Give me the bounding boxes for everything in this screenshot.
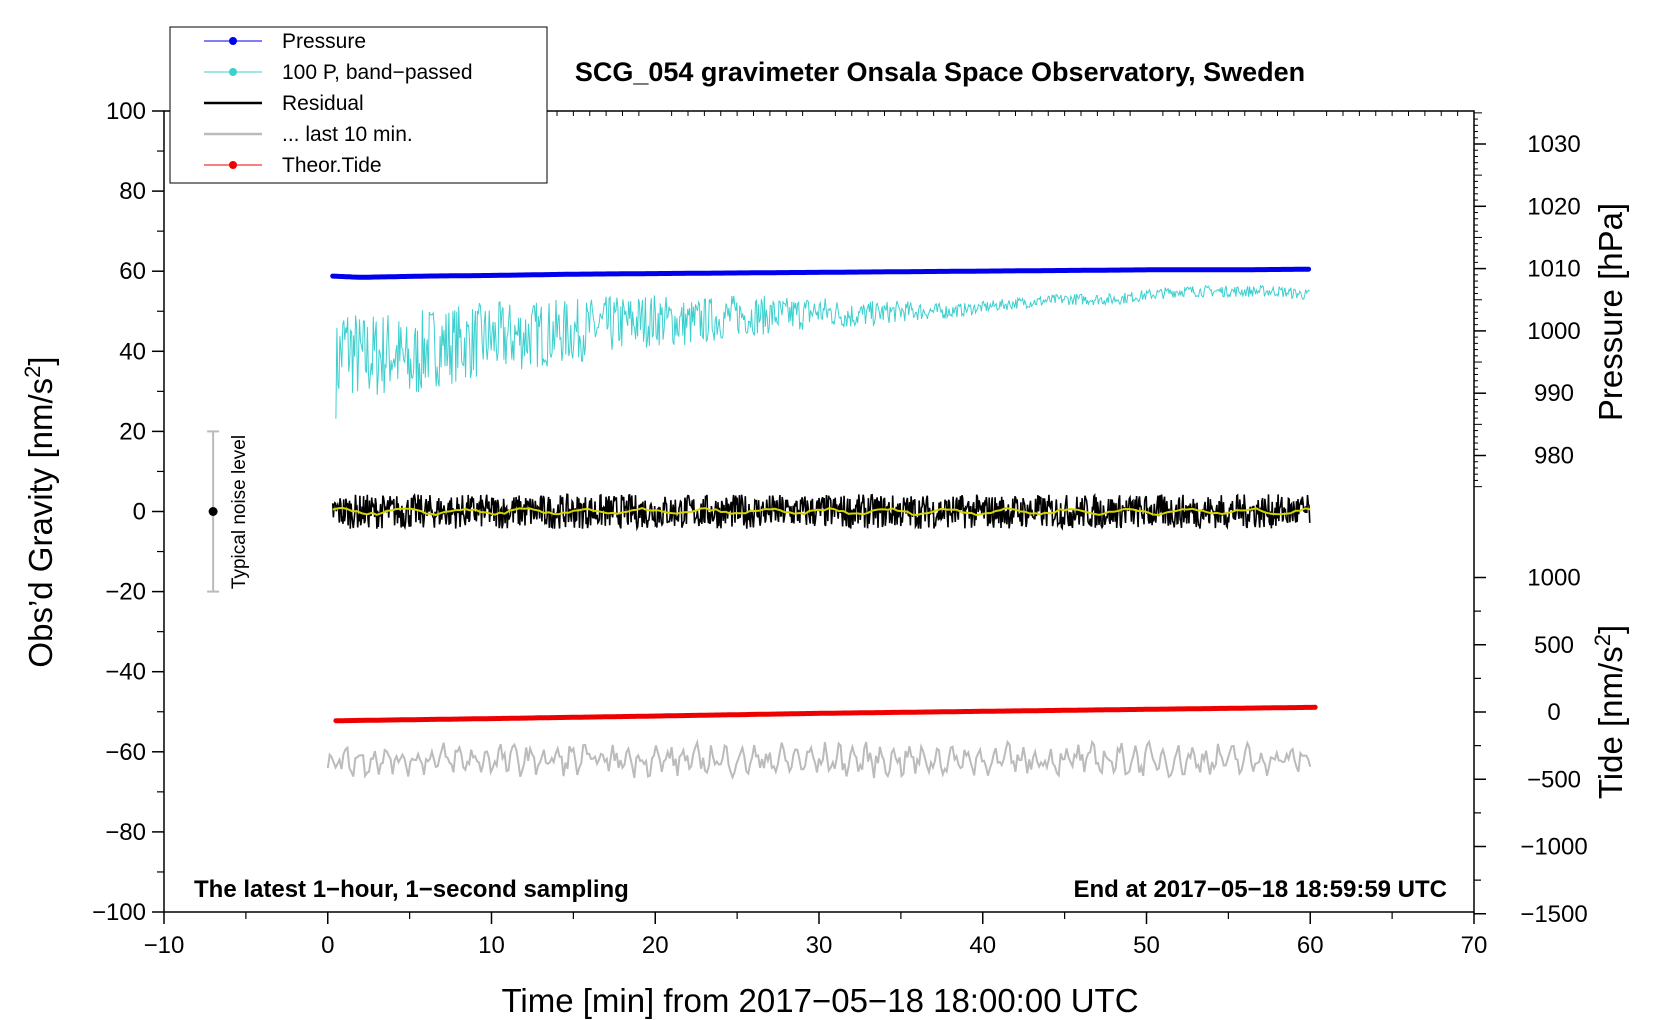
tide-tick-label: −1500 xyxy=(1520,901,1587,928)
y-axis-gravity: 100 80 60 40 20 0 −20 −40 −60 −80 −100 xyxy=(92,98,164,926)
residual-line xyxy=(331,493,1311,532)
x-axis: −10 0 10 20 30 40 50 60 70 xyxy=(144,111,1488,959)
y-tick-label: 0 xyxy=(133,499,146,526)
x-tick-label: 10 xyxy=(478,932,505,959)
tide-axis-title: Tide [nm/s2] xyxy=(1590,625,1630,799)
legend: Pressure 100 P, band−passed Residual ... la… xyxy=(169,26,548,184)
noise-bar-dot xyxy=(208,507,218,516)
residual-band xyxy=(331,493,1311,532)
series-line xyxy=(333,704,1318,724)
plot-area xyxy=(326,266,1318,781)
x-tick-label: −10 xyxy=(144,932,185,959)
legend-box xyxy=(169,26,548,184)
y-tick-label: −20 xyxy=(105,579,146,606)
chart-title: SCG_054 gravimeter Onsala Space Observat… xyxy=(575,57,1305,87)
series-4 xyxy=(333,704,1318,724)
x-tick-label: 70 xyxy=(1461,932,1488,959)
y-tick-label: −40 xyxy=(105,659,146,686)
y-axis-title: Obs’d Gravity [nm/s2] xyxy=(20,356,60,667)
series-3 xyxy=(326,738,1312,781)
annotation-end-time: End at 2017−05−18 18:59:59 UTC xyxy=(1073,876,1447,903)
x-tick-label: 30 xyxy=(806,932,833,959)
x-tick-label: 0 xyxy=(321,932,334,959)
y-tick-label: −80 xyxy=(105,819,146,846)
series-line xyxy=(330,266,1312,280)
legend-swatch-dot xyxy=(229,161,237,169)
series-line xyxy=(335,284,1310,419)
pressure-tick-label: 1010 xyxy=(1527,256,1580,283)
noise-level-label: Typical noise level xyxy=(229,435,250,589)
legend-swatch-dot xyxy=(229,68,237,76)
pressure-tick-label: 1030 xyxy=(1527,131,1580,158)
series-0 xyxy=(330,266,1312,280)
x-axis-title: Time [min] from 2017−05−18 18:00:00 UTC xyxy=(501,982,1138,1019)
y-tick-label: −60 xyxy=(105,739,146,766)
legend-label: Residual xyxy=(282,92,364,115)
y-tick-label: −100 xyxy=(92,899,146,926)
residual-smoothed-line xyxy=(332,506,1311,517)
legend-label: 100 P, band−passed xyxy=(282,61,473,84)
legend-label: ... last 10 min. xyxy=(282,123,413,146)
legend-label: Pressure xyxy=(282,30,366,53)
y-tick-label: 100 xyxy=(106,98,146,125)
pressure-axis-title: Pressure [hPa] xyxy=(1592,203,1629,421)
pressure-tick-label: 990 xyxy=(1534,380,1574,407)
tide-tick-label: 500 xyxy=(1534,632,1574,659)
legend-label: Theor.Tide xyxy=(282,154,382,177)
series-line xyxy=(326,738,1312,781)
tide-axis-title-main: Tide [nm/s xyxy=(1592,646,1629,799)
series-1 xyxy=(335,284,1310,419)
y-axis-title-sup: 2 xyxy=(20,366,45,378)
x-tick-label: 60 xyxy=(1297,932,1324,959)
annotation-sampling: The latest 1−hour, 1−second sampling xyxy=(194,876,629,903)
x-tick-label: 40 xyxy=(969,932,996,959)
legend-swatch-dot xyxy=(229,37,237,45)
pressure-tick-label: 1020 xyxy=(1527,193,1580,220)
tide-tick-label: 0 xyxy=(1547,699,1560,726)
y-tick-label: 60 xyxy=(119,258,146,285)
y-axis-title-main: Obs’d Gravity [nm/s xyxy=(22,378,59,668)
tide-tick-label: −1000 xyxy=(1520,834,1587,861)
x-tick-label: 50 xyxy=(1133,932,1160,959)
y-tick-label: 80 xyxy=(119,178,146,205)
noise-level-indicator xyxy=(207,430,220,593)
series-layer xyxy=(326,266,1318,781)
tide-tick-label: −500 xyxy=(1527,766,1581,793)
tide-tick-label: 1000 xyxy=(1527,565,1580,592)
tide-axis-title-sup: 2 xyxy=(1590,634,1615,646)
pressure-tick-label: 980 xyxy=(1534,443,1574,470)
pressure-tick-label: 1000 xyxy=(1527,318,1580,345)
tide-axis-title-tail: ] xyxy=(1592,625,1629,634)
y-axis-title-tail: ] xyxy=(22,356,59,365)
y-axis-pressure: 1030 1020 1010 1000 990 980 xyxy=(1474,112,1581,488)
x-tick-label: 20 xyxy=(642,932,669,959)
y-tick-label: 40 xyxy=(119,338,146,365)
y-tick-label: 20 xyxy=(119,418,146,445)
y-axis-tide: 1000 500 0 −500 −1000 −1500 xyxy=(1474,565,1588,928)
